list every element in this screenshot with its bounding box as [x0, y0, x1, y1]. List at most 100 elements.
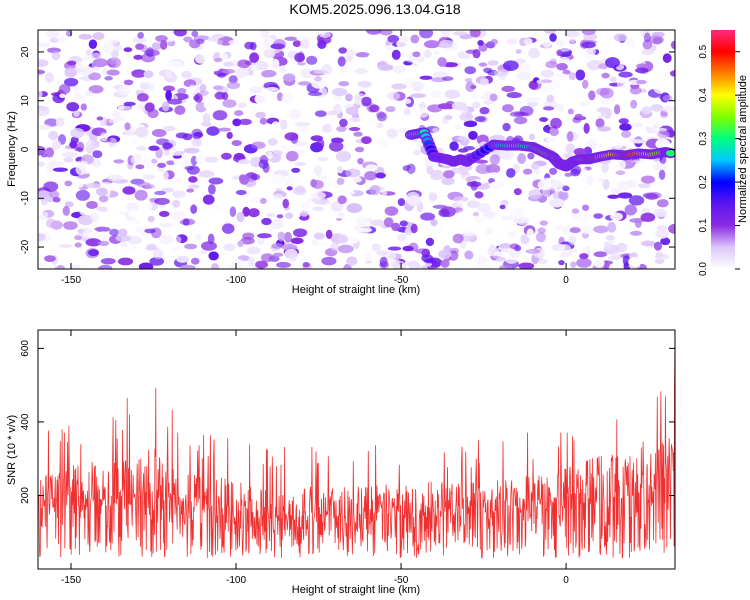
- noise-blob: [76, 61, 87, 69]
- noise-blob: [38, 69, 46, 75]
- noise-blob: [160, 39, 168, 50]
- noise-blob: [406, 163, 416, 175]
- noise-blob: [630, 139, 646, 144]
- noise-blob: [56, 264, 65, 269]
- noise-blob: [336, 165, 344, 174]
- noise-blob: [518, 262, 535, 269]
- noise-blob: [575, 69, 586, 81]
- noise-blob: [222, 99, 237, 108]
- noise-blob: [568, 248, 578, 253]
- noise-blob: [423, 40, 440, 49]
- noise-blob: [562, 225, 575, 236]
- noise-blob: [190, 248, 200, 258]
- noise-blob: [456, 200, 466, 206]
- noise-blob: [161, 187, 174, 193]
- noise-blob: [86, 200, 98, 209]
- noise-blob: [595, 143, 604, 149]
- noise-blob: [92, 158, 102, 168]
- noise-blob: [441, 177, 455, 186]
- noise-blob: [410, 223, 418, 234]
- noise-blob: [107, 209, 120, 214]
- noise-blob: [43, 181, 59, 192]
- noise-blob: [509, 249, 522, 258]
- noise-blob: [38, 261, 46, 268]
- noise-blob: [487, 172, 501, 179]
- noise-blob: [154, 197, 170, 205]
- noise-blob: [235, 189, 247, 196]
- noise-blob: [477, 202, 492, 213]
- spec-x-tick-label: 0: [563, 275, 569, 286]
- noise-blob: [107, 174, 123, 182]
- noise-blob: [466, 181, 482, 187]
- noise-blob: [135, 43, 145, 50]
- noise-blob: [184, 243, 198, 250]
- noise-blob: [555, 39, 566, 48]
- colorbar: 0.0 0.1 0.2 0.3 0.4 0.5 Normalized spectral a…: [698, 30, 749, 276]
- noise-blob: [628, 256, 642, 267]
- noise-blob: [583, 185, 590, 196]
- noise-blob: [593, 213, 604, 219]
- noise-blob: [387, 246, 402, 251]
- noise-blob: [568, 235, 577, 246]
- noise-blob: [338, 81, 350, 87]
- noise-blob: [357, 80, 372, 88]
- noise-blob: [232, 118, 242, 127]
- noise-blob: [204, 156, 219, 163]
- noise-blob: [629, 86, 642, 95]
- noise-blob: [208, 251, 219, 261]
- noise-blob: [582, 204, 590, 211]
- noise-blob: [297, 125, 309, 132]
- noise-blob: [171, 246, 186, 251]
- noise-blob: [103, 36, 120, 45]
- noise-blob: [464, 66, 477, 75]
- noise-blob: [159, 222, 174, 228]
- noise-blob: [613, 33, 628, 42]
- noise-blob: [199, 83, 207, 93]
- spectrogram-x-label: Height of straight line (km): [292, 284, 420, 296]
- noise-blob: [270, 43, 285, 50]
- noise-blob: [74, 235, 83, 240]
- noise-blob: [325, 229, 333, 239]
- noise-blob: [155, 148, 163, 159]
- noise-blob: [261, 217, 272, 226]
- noise-blob: [452, 31, 468, 36]
- noise-blob: [151, 42, 162, 50]
- noise-blob: [403, 108, 411, 116]
- noise-blob: [173, 158, 186, 166]
- noise-blob: [192, 230, 204, 241]
- snr-y-ticks: 200 400 600: [20, 340, 675, 504]
- noise-blob: [182, 218, 190, 226]
- noise-blob: [474, 159, 489, 164]
- snr-series-line: [38, 330, 675, 560]
- noise-blob: [449, 141, 459, 151]
- noise-blob: [92, 32, 105, 40]
- noise-blob: [234, 67, 249, 78]
- noise-blob: [239, 174, 250, 185]
- noise-blob: [271, 243, 284, 249]
- noise-blob: [133, 54, 143, 60]
- noise-blob: [653, 84, 669, 94]
- noise-blob: [63, 156, 74, 163]
- noise-blob: [662, 53, 672, 63]
- noise-blob: [483, 99, 494, 105]
- noise-blob: [431, 226, 445, 234]
- noise-blob: [88, 39, 98, 50]
- noise-blob: [367, 52, 384, 61]
- noise-blob: [564, 172, 573, 177]
- noise-blob: [148, 145, 160, 151]
- noise-blob: [135, 164, 145, 170]
- noise-blob: [295, 185, 306, 193]
- noise-blob: [267, 224, 275, 235]
- noise-blob: [376, 112, 387, 122]
- noise-blob: [399, 220, 408, 227]
- noise-blob: [499, 204, 506, 210]
- noise-blob: [206, 126, 220, 136]
- noise-blob: [38, 90, 43, 98]
- noise-blob: [131, 138, 138, 145]
- noise-blob: [658, 116, 671, 121]
- noise-blob: [494, 30, 508, 38]
- noise-blob: [530, 163, 540, 170]
- noise-blob: [629, 218, 645, 223]
- noise-blob: [452, 196, 469, 202]
